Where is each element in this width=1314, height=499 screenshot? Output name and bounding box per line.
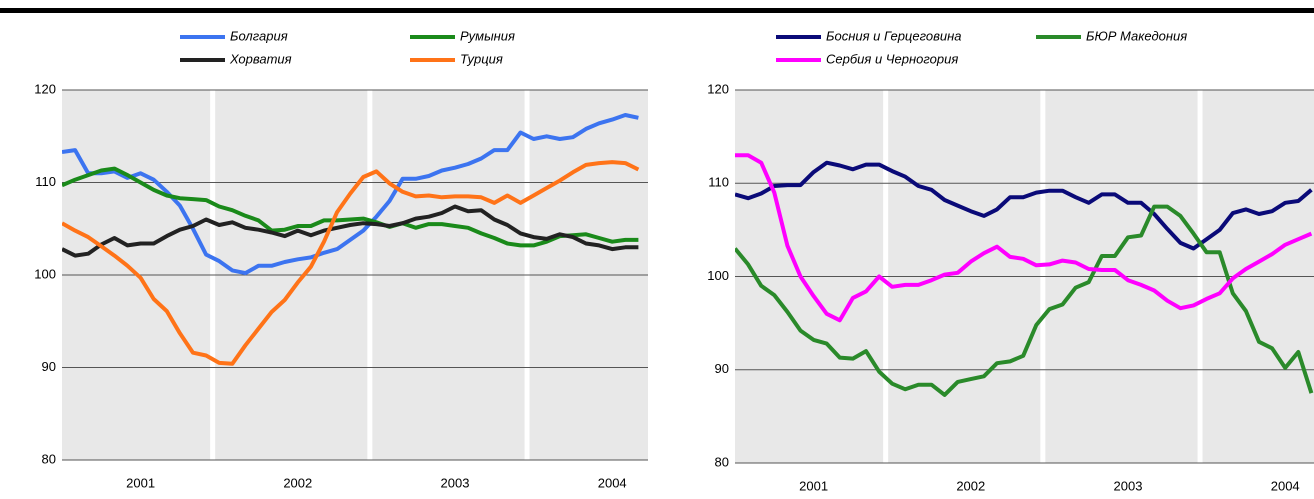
x-tick-label: 2002 (283, 475, 312, 490)
legend-label: Сербия и Черногория (826, 51, 958, 66)
legend-label: Хорватия (229, 51, 292, 66)
legend-label: БЮР Македония (1086, 28, 1187, 43)
top-rule (0, 8, 1314, 13)
series-line (735, 204, 1314, 397)
y-tick-label: 120 (34, 81, 56, 96)
x-tick-label: 2003 (441, 475, 470, 490)
legend-label: Босния и Герцеговина (826, 28, 962, 43)
y-tick-label: 110 (35, 174, 56, 189)
series-line (735, 153, 1313, 323)
y-tick-label: 80 (42, 451, 56, 466)
x-tick-label: 2004 (1271, 478, 1300, 493)
y-tick-label: 120 (707, 81, 729, 96)
series-line (62, 204, 639, 258)
series-line (62, 160, 640, 366)
x-tick-label: 2004 (598, 475, 627, 490)
series-line (735, 160, 1313, 251)
x-tick-label: 2001 (126, 475, 155, 490)
legend-label: Турция (460, 51, 503, 66)
legend-label: Румыния (460, 28, 515, 43)
x-tick-label: 2001 (799, 478, 828, 493)
series-line (62, 113, 639, 276)
y-tick-label: 100 (707, 268, 729, 283)
x-tick-label: 2003 (1114, 478, 1143, 493)
x-tick-label: 2002 (956, 478, 985, 493)
legend-label: Болгария (230, 28, 288, 43)
y-tick-label: 80 (715, 454, 729, 469)
y-tick-label: 100 (34, 266, 56, 281)
y-tick-label: 110 (708, 175, 729, 190)
series-line (62, 166, 639, 248)
y-tick-label: 90 (42, 359, 56, 374)
y-tick-label: 90 (715, 361, 729, 376)
